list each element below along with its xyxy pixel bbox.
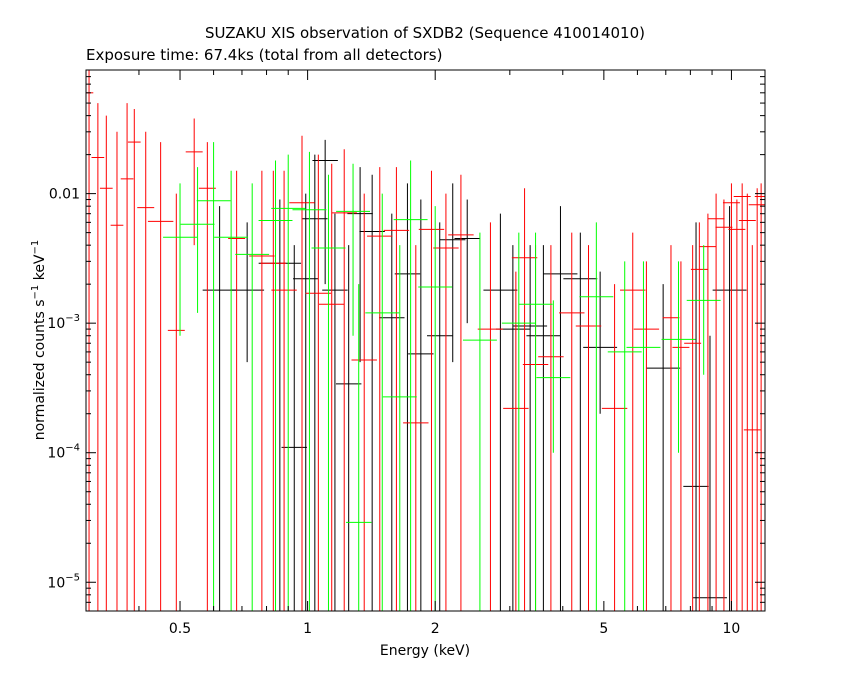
y-tick-label-1: 10−4: [47, 443, 80, 462]
x-tick-label-4: 10: [723, 621, 741, 637]
y-axis-label-mid: keV: [32, 254, 48, 285]
data-layer: [86, 70, 765, 611]
x-tick-label-1: 1: [303, 621, 312, 637]
y-tick-label-2: 10−3: [47, 313, 80, 332]
y-tick-label-0: 10−5: [47, 572, 80, 591]
y-axis-label-exp2: −1: [30, 240, 41, 255]
series-2: [163, 142, 721, 611]
x-tick-label-3: 5: [599, 621, 608, 637]
chart-title: SUZAKU XIS observation of SXDB2 (Sequenc…: [205, 24, 645, 42]
x-tick-label-0: 0.5: [169, 621, 191, 637]
y-axis-label-base: normalized counts s: [32, 299, 48, 440]
plot-frame: [85, 69, 766, 612]
x-axis-ticks: 0.5 1 2 5 10: [85, 70, 741, 637]
y-axis-label: normalized counts s−1 keV−1: [30, 240, 48, 441]
y-axis-ticks: 10−5 10−4 10−3 0.01: [47, 69, 765, 612]
x-tick-label-2: 2: [431, 621, 440, 637]
y-axis-label-exp1: −1: [30, 285, 41, 300]
x-axis-label: Energy (keV): [380, 643, 470, 659]
series-1: [86, 70, 765, 611]
chart-subtitle: Exposure time: 67.4ks (total from all de…: [86, 46, 442, 64]
y-tick-label-3: 0.01: [49, 187, 80, 203]
